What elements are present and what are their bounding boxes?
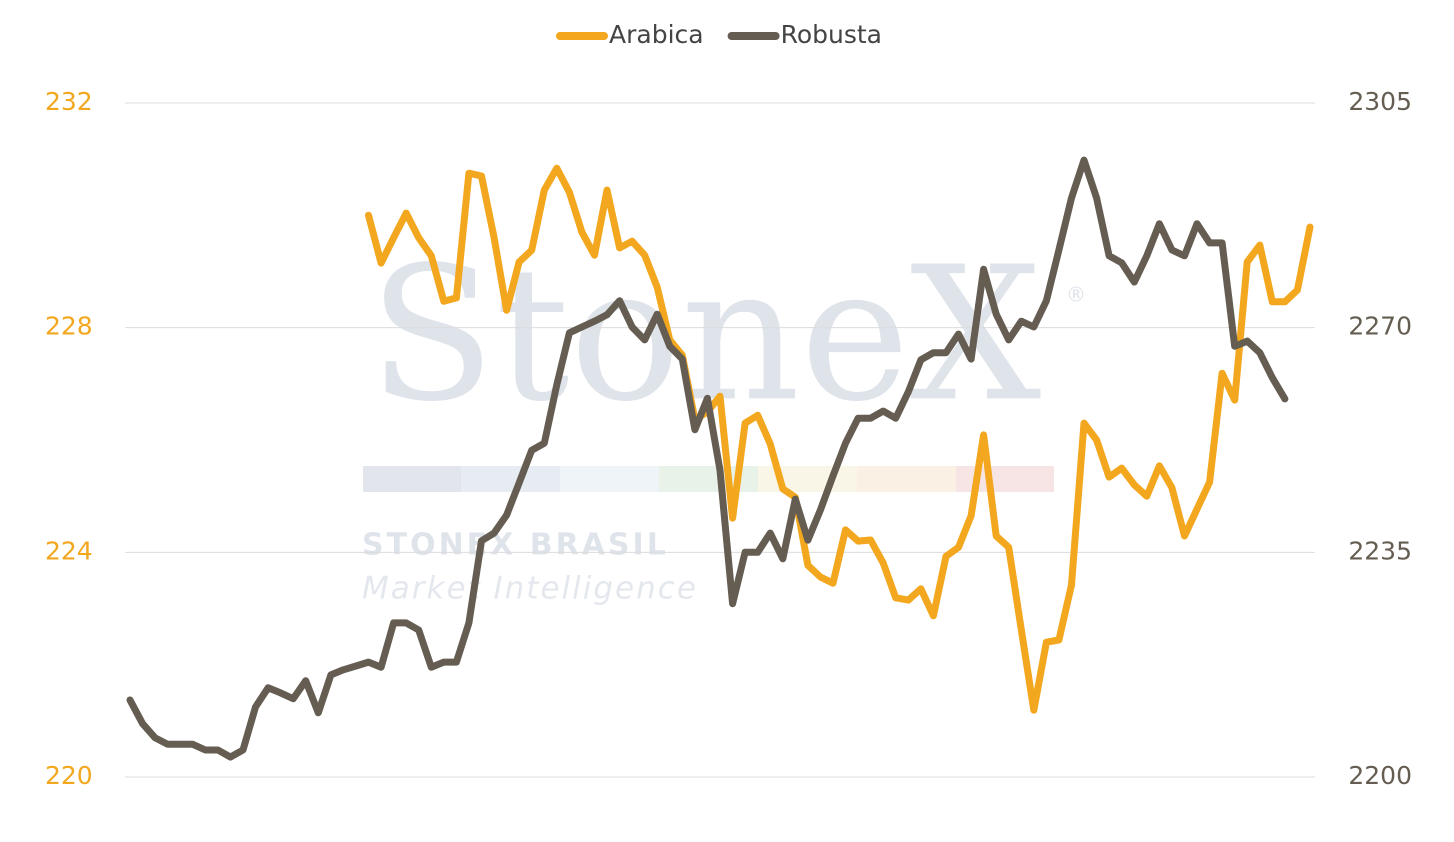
legend-label: Robusta [781, 20, 882, 49]
y-tick-label: 228 [45, 312, 93, 341]
y-tick-label: 220 [45, 761, 93, 790]
y2-tick-label: 2200 [1348, 761, 1412, 790]
stripe [560, 466, 659, 492]
y-tick-label: 232 [45, 87, 93, 116]
y2-tick-label: 2270 [1348, 312, 1412, 341]
stripe [461, 466, 560, 492]
watermark: StoneX ® STONEX BRASIL Market Intelligen… [362, 226, 1086, 606]
stripe [956, 466, 1054, 492]
series-line [365, 164, 1314, 714]
y2-tick-label: 2305 [1348, 87, 1412, 116]
y2-tick-label: 2235 [1348, 536, 1412, 565]
y-tick-label: 224 [45, 536, 93, 565]
watermark-line2: Market Intelligence [362, 571, 698, 607]
watermark-line1: STONEX BRASIL [362, 528, 669, 563]
stripe [758, 466, 857, 492]
stripe [857, 466, 956, 492]
stripe [363, 466, 461, 492]
legend-label: Arabica [609, 20, 704, 49]
series-line [126, 156, 1289, 761]
watermark-mark: ® [1066, 283, 1086, 307]
stripe [659, 466, 758, 492]
